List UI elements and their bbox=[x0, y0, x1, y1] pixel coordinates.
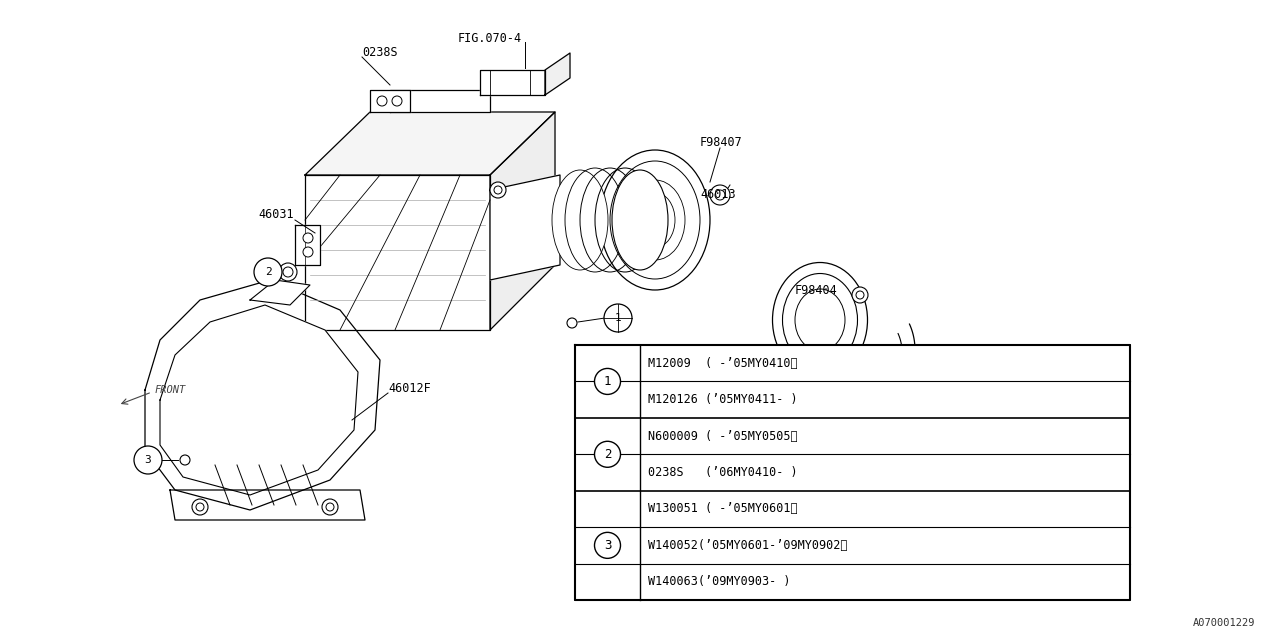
Circle shape bbox=[378, 96, 387, 106]
Text: 2: 2 bbox=[265, 267, 271, 277]
Text: M12009  ( -’05MY0410〉: M12009 ( -’05MY0410〉 bbox=[648, 356, 797, 370]
Text: 46031: 46031 bbox=[259, 209, 293, 221]
Ellipse shape bbox=[552, 170, 608, 270]
Text: 1: 1 bbox=[614, 313, 621, 323]
Circle shape bbox=[594, 532, 621, 558]
Circle shape bbox=[594, 442, 621, 467]
Polygon shape bbox=[490, 175, 561, 280]
Circle shape bbox=[710, 185, 730, 205]
Text: W140052(’05MY0601-’09MY0902〉: W140052(’05MY0601-’09MY0902〉 bbox=[648, 539, 847, 552]
Text: W130051 ( -’05MY0601〉: W130051 ( -’05MY0601〉 bbox=[648, 502, 797, 515]
Text: 46013: 46013 bbox=[700, 189, 736, 202]
Text: 0238S: 0238S bbox=[362, 45, 398, 58]
Polygon shape bbox=[305, 175, 490, 330]
Circle shape bbox=[852, 287, 868, 303]
Polygon shape bbox=[370, 90, 410, 112]
Circle shape bbox=[604, 304, 632, 332]
Polygon shape bbox=[145, 280, 380, 510]
Circle shape bbox=[323, 499, 338, 515]
Bar bbox=[575, 345, 1130, 600]
Circle shape bbox=[303, 233, 314, 243]
Circle shape bbox=[716, 190, 724, 200]
Polygon shape bbox=[160, 305, 358, 495]
Polygon shape bbox=[545, 53, 570, 95]
Polygon shape bbox=[390, 90, 490, 112]
Polygon shape bbox=[490, 112, 556, 330]
Text: 46012F: 46012F bbox=[388, 381, 431, 394]
Circle shape bbox=[279, 263, 297, 281]
Text: 2: 2 bbox=[604, 448, 612, 461]
Polygon shape bbox=[305, 112, 556, 175]
Text: 0238S   (’06MY0410- ): 0238S (’06MY0410- ) bbox=[648, 466, 797, 479]
Circle shape bbox=[134, 446, 163, 474]
Circle shape bbox=[283, 267, 293, 277]
Circle shape bbox=[192, 499, 207, 515]
Text: FIG.050: FIG.050 bbox=[820, 369, 870, 381]
Circle shape bbox=[392, 96, 402, 106]
Text: F98404: F98404 bbox=[795, 284, 837, 296]
Polygon shape bbox=[294, 225, 320, 265]
Polygon shape bbox=[480, 70, 545, 95]
Text: 3: 3 bbox=[604, 539, 612, 552]
Circle shape bbox=[253, 258, 282, 286]
Polygon shape bbox=[250, 280, 310, 305]
Circle shape bbox=[180, 455, 189, 465]
Ellipse shape bbox=[600, 150, 710, 290]
Text: 1: 1 bbox=[604, 375, 612, 388]
Circle shape bbox=[196, 503, 204, 511]
Text: 3: 3 bbox=[145, 455, 151, 465]
Text: F98407: F98407 bbox=[700, 136, 742, 150]
Text: N600009 ( -’05MY0505〉: N600009 ( -’05MY0505〉 bbox=[648, 429, 797, 443]
Ellipse shape bbox=[612, 170, 668, 270]
Text: FRONT: FRONT bbox=[155, 385, 187, 395]
Circle shape bbox=[303, 247, 314, 257]
Text: W140063(’09MY0903- ): W140063(’09MY0903- ) bbox=[648, 575, 791, 588]
Text: FIG.070-4: FIG.070-4 bbox=[458, 31, 522, 45]
Circle shape bbox=[856, 291, 864, 299]
Circle shape bbox=[594, 369, 621, 394]
Text: M120126 (’05MY0411- ): M120126 (’05MY0411- ) bbox=[648, 393, 797, 406]
Polygon shape bbox=[170, 490, 365, 520]
Circle shape bbox=[326, 503, 334, 511]
Text: A070001229: A070001229 bbox=[1193, 618, 1254, 628]
Circle shape bbox=[567, 318, 577, 328]
Circle shape bbox=[490, 182, 506, 198]
Ellipse shape bbox=[773, 262, 868, 378]
Circle shape bbox=[494, 186, 502, 194]
